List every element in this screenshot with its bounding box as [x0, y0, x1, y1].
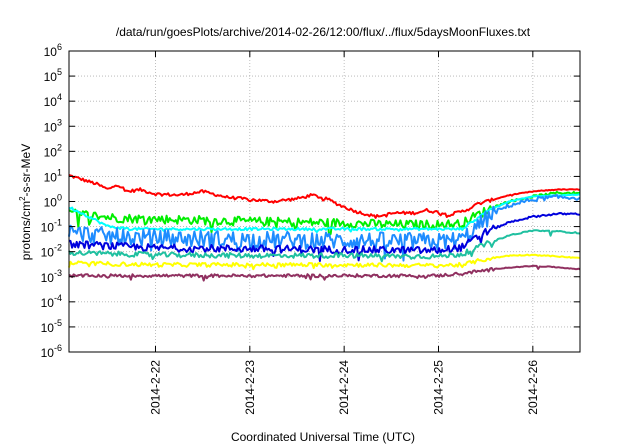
- series-line: [68, 264, 581, 282]
- y-tick-label: 10-1: [41, 218, 62, 235]
- axes: 10-6 10-5 10-4 10-3 10-2 10-1 100 101 102 103 104 1…: [41, 42, 580, 415]
- gridlines: [69, 51, 580, 352]
- x-tick-label: 2014-2-23: [243, 360, 257, 415]
- y-axis-label: protons/cm2-s-sr-MeV: [18, 144, 33, 260]
- y-tick-label: 103: [44, 117, 62, 134]
- series-layer: [68, 173, 581, 282]
- x-tick-label: 2014-2-26: [526, 360, 540, 415]
- y-tick-label: 105: [44, 67, 62, 84]
- series-line: [68, 212, 581, 262]
- series-line: [68, 193, 581, 262]
- y-tick-label: 10-2: [41, 243, 62, 260]
- y-tick-label: 104: [44, 92, 62, 109]
- x-tick-label: 2014-2-25: [431, 360, 445, 415]
- x-tick-label: 2014-2-22: [148, 360, 162, 415]
- y-tick-label: 10-5: [41, 318, 62, 335]
- x-tick-label: 2014-2-24: [337, 360, 351, 415]
- y-tick-label: 10-4: [41, 293, 62, 310]
- series-line: [68, 173, 581, 219]
- y-tick-label: 102: [44, 142, 62, 159]
- y-tick-label: 100: [44, 193, 62, 210]
- y-tick-label: 10-6: [41, 343, 62, 360]
- series-line: [68, 253, 581, 271]
- y-tick-label: 101: [44, 167, 62, 184]
- y-tick-label: 106: [44, 42, 62, 59]
- x-axis-label: Coordinated Universal Time (UTC): [231, 430, 415, 444]
- chart-title: /data/run/goesPlots/archive/2014-02-26/1…: [116, 25, 531, 39]
- series-line: [68, 229, 581, 263]
- y-tick-label: 10-3: [41, 268, 62, 285]
